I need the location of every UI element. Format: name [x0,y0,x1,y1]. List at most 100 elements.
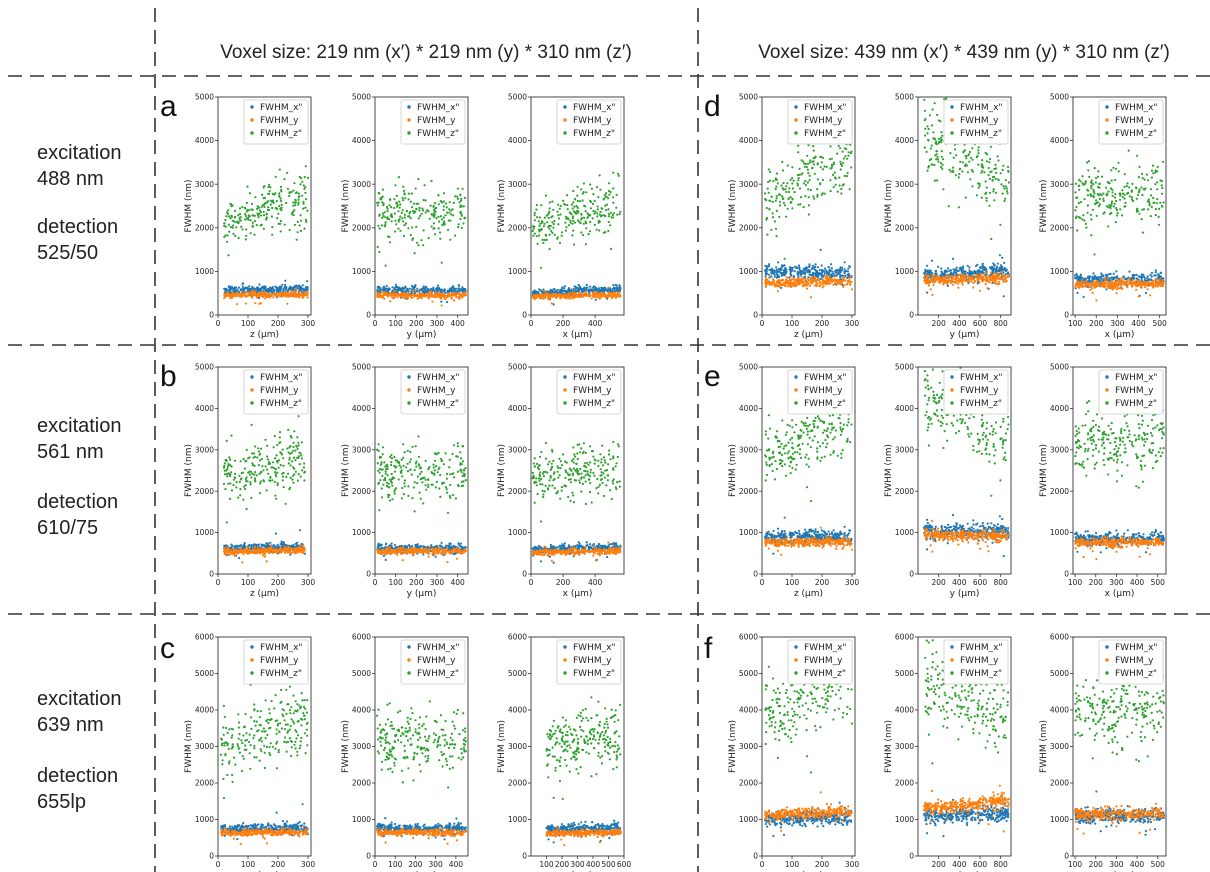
data-point [449,473,452,476]
data-point [415,465,418,468]
data-point [236,288,239,291]
data-point [404,290,407,293]
data-point [434,293,437,296]
data-point [260,458,264,461]
data-point [226,475,229,478]
data-point [437,203,440,206]
data-point [384,553,387,556]
data-point [608,547,612,550]
data-point [409,233,412,237]
data-point [283,294,286,297]
row-3-detection-label: detection [37,765,118,787]
data-point [292,287,295,290]
data-point [430,179,433,183]
y-tick-label: 0 [209,570,214,579]
data-point [287,462,290,465]
data-point [563,202,566,206]
data-point [533,225,536,228]
data-point [300,457,304,460]
data-point [446,491,449,494]
data-point [274,471,277,474]
data-point [402,189,406,192]
data-point [585,222,588,225]
data-point [263,553,266,556]
data-point [299,475,302,478]
legend-entry: FWHM_x" [260,373,303,383]
data-point [417,217,420,220]
data-point [565,226,568,229]
data-point [439,457,442,460]
data-point [295,238,298,241]
data-point [589,200,593,203]
data-point [251,287,255,290]
data-point [406,462,409,465]
data-point [460,551,463,555]
data-point [298,451,301,454]
data-point [556,470,559,473]
data-point [276,471,279,474]
data-point [556,210,559,213]
legend-entry: FWHM_y [573,116,612,126]
data-point [424,478,427,481]
data-point [448,211,451,214]
data-point [580,212,583,216]
x-tick-label: 300 [430,578,445,587]
data-point [462,480,465,483]
row-1-detection-label: detection [37,216,118,238]
data-point [457,225,460,229]
y-tick-label: 4000 [352,404,371,413]
data-point [437,451,440,454]
data-point [421,481,424,484]
data-point [584,210,587,213]
data-point [225,549,228,552]
x-tick-label: 0 [373,578,378,587]
data-point [298,175,301,179]
data-point [271,206,274,210]
data-point [568,550,571,553]
data-point [289,476,292,479]
data-point [296,220,299,223]
data-point [226,211,229,214]
data-point [414,445,417,448]
data-point [267,462,270,466]
data-point [563,296,566,299]
data-point [298,286,301,289]
data-point [227,482,230,485]
data-point [597,295,600,298]
data-point [251,225,254,228]
data-point [545,238,548,241]
data-point [551,215,554,218]
data-point [291,478,294,481]
data-point [442,208,445,212]
data-point [448,201,451,204]
data-point [447,292,450,295]
y-tick-label: 3000 [195,180,214,189]
data-point [594,286,597,289]
data-point [281,283,284,286]
data-point [247,209,251,212]
x-tick-label: 300 [430,319,445,328]
data-point [276,461,279,464]
data-point [434,202,437,205]
data-point [539,560,543,563]
data-point [598,550,601,553]
data-point [417,244,420,247]
data-point [227,209,230,212]
data-point [263,545,266,548]
data-point [393,286,397,289]
x-axis-label: y (μm) [407,330,437,340]
data-point [292,441,295,444]
y-tick-label: 0 [522,311,527,320]
data-point [230,205,233,208]
data-point [411,497,414,500]
data-point [401,475,404,478]
data-point [449,545,452,548]
data-point [269,541,272,544]
data-point [236,545,239,548]
data-point [454,195,457,198]
data-point [267,185,270,188]
data-point [229,286,232,289]
data-point [274,494,277,497]
data-point [258,302,261,305]
data-point [298,291,301,294]
